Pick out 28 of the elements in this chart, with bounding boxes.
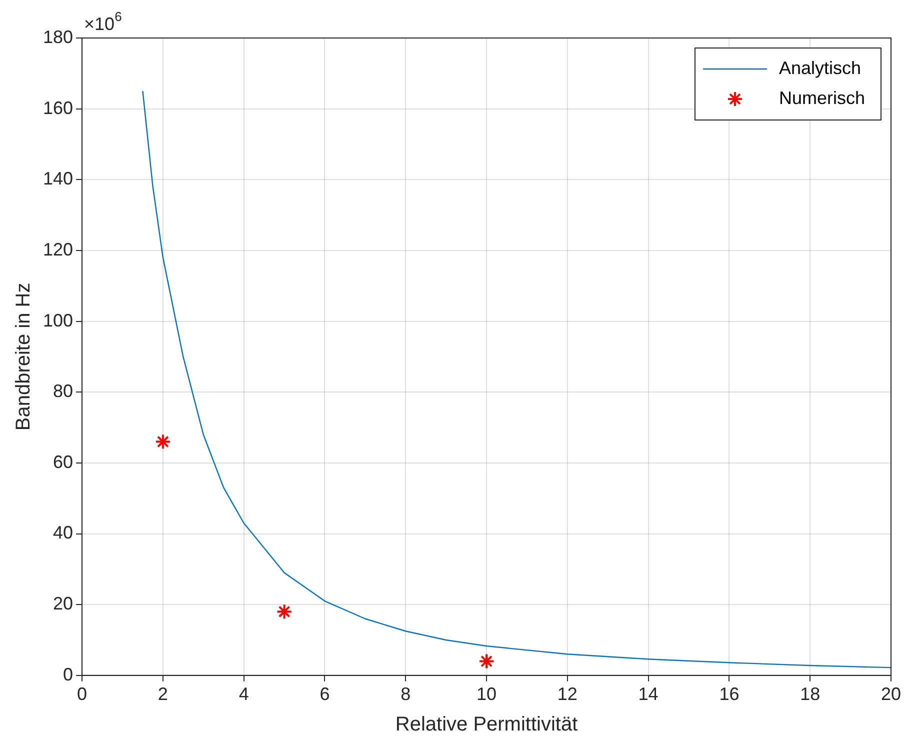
- y-tick-label: 0: [63, 664, 74, 684]
- x-tick-label: 12: [557, 684, 578, 704]
- x-tick-label: 6: [320, 684, 330, 704]
- y-tick-label: 40: [53, 522, 74, 543]
- y-tick-label: 180: [42, 26, 74, 47]
- y-tick-label: 80: [53, 381, 74, 402]
- point: [276, 604, 292, 620]
- y-tick-label: 120: [42, 239, 74, 260]
- y-axis-title: Bandbreite in Hz: [12, 282, 35, 431]
- x-tick-label: 4: [238, 684, 249, 704]
- x-tick-label: 8: [400, 684, 411, 704]
- x-tick-label: 0: [77, 684, 88, 704]
- x-axis-title: Relative Permittivität: [395, 714, 578, 736]
- legend-label: Numerisch: [778, 88, 866, 108]
- point: [478, 653, 495, 670]
- point: [154, 434, 171, 450]
- x-tick-label: 16: [719, 684, 740, 704]
- legend-label: Analytisch: [778, 58, 862, 78]
- x-tick-label: 18: [800, 684, 820, 704]
- x-tick-label: 10: [476, 684, 497, 704]
- x-tick-label: 14: [638, 684, 658, 704]
- x-tick-label: 20: [880, 684, 902, 704]
- y-tick-label: 140: [42, 168, 74, 189]
- y-tick-label: 100: [42, 310, 74, 330]
- y-tick-label: 20: [53, 594, 74, 614]
- y-tick-label: 160: [42, 98, 74, 118]
- y-tick-label: 60: [53, 452, 74, 472]
- x-tick-label: 2: [158, 684, 168, 704]
